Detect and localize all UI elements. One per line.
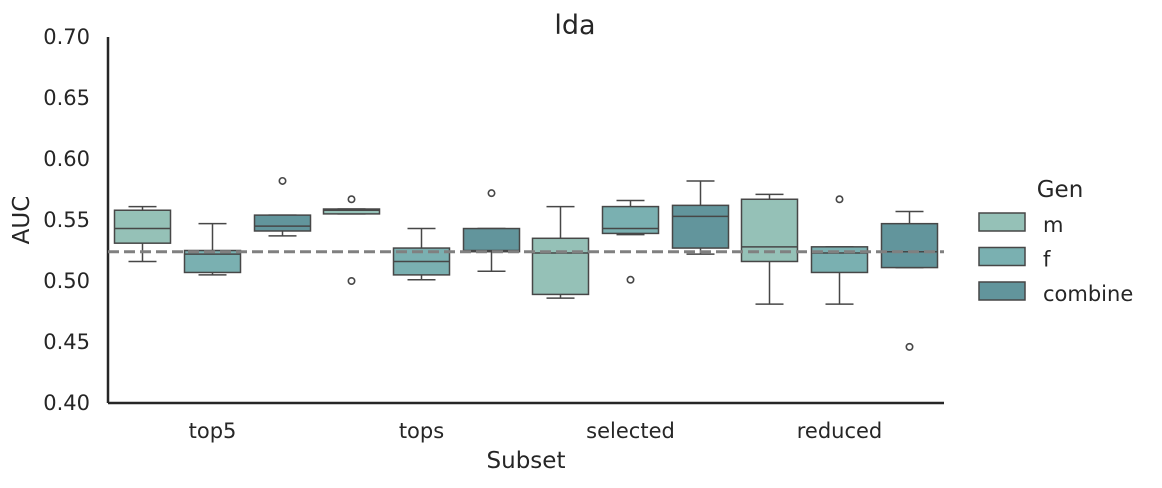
box-body: [113, 209, 172, 244]
outlier-point: [905, 342, 914, 351]
box-combine-tops: [462, 189, 521, 272]
y-tick-label: 0.65: [43, 86, 90, 110]
box-combine-selected: [671, 180, 730, 255]
y-tick-label: 0.55: [43, 208, 90, 232]
x-tick-label: reduced: [797, 419, 883, 443]
legend-title: Gen: [1037, 177, 1084, 203]
box-body: [253, 214, 312, 232]
legend-swatch-m: [978, 212, 1026, 232]
outlier-point: [347, 195, 356, 204]
y-tick-label: 0.50: [43, 269, 90, 293]
x-axis-title: Subset: [487, 448, 566, 474]
y-axis-title: AUC: [9, 196, 35, 245]
box-body: [671, 204, 730, 249]
legend-label-m: m: [1043, 213, 1063, 237]
outlier-point: [835, 195, 844, 204]
x-tick-label: top5: [189, 419, 237, 443]
chart-title: lda: [554, 10, 595, 41]
box-f-tops: [392, 227, 451, 281]
box-body: [462, 227, 521, 253]
x-tick-label: selected: [586, 419, 675, 443]
legend-label-f: f: [1043, 248, 1051, 272]
box-body: [810, 246, 869, 274]
box-combine-reduced: [880, 210, 939, 351]
x-tick-label: tops: [399, 419, 444, 443]
box-m-tops: [322, 195, 381, 285]
box-body: [531, 237, 590, 296]
box-f-top5: [183, 222, 242, 276]
box-body: [322, 208, 381, 215]
y-tick-label: 0.70: [43, 25, 90, 49]
box-m-selected: [531, 205, 590, 299]
box-f-reduced: [810, 195, 869, 305]
outlier-point: [487, 189, 496, 198]
legend: Gen mf combine: [978, 177, 1133, 306]
box-body: [601, 205, 660, 235]
box-combine-top5: [253, 176, 312, 237]
legend-label-combine: combine: [1043, 282, 1133, 306]
legend-swatch-combine: [978, 281, 1026, 301]
legend-swatch-f: [978, 246, 1026, 267]
y-tick-label: 0.60: [43, 147, 90, 171]
box-m-reduced: [740, 193, 799, 305]
y-tick-label: 0.45: [43, 330, 90, 354]
box-m-top5: [113, 205, 172, 263]
outlier-point: [278, 176, 287, 185]
outlier-point: [626, 275, 635, 284]
box-f-selected: [601, 199, 660, 284]
outlier-point: [347, 276, 356, 285]
y-tick-label: 0.40: [43, 391, 90, 415]
plot-area: 0.40 0.45 0.50 0.55 0.60 0.65 0.70 top5 tops sele…: [43, 25, 944, 443]
box-body: [880, 222, 939, 269]
